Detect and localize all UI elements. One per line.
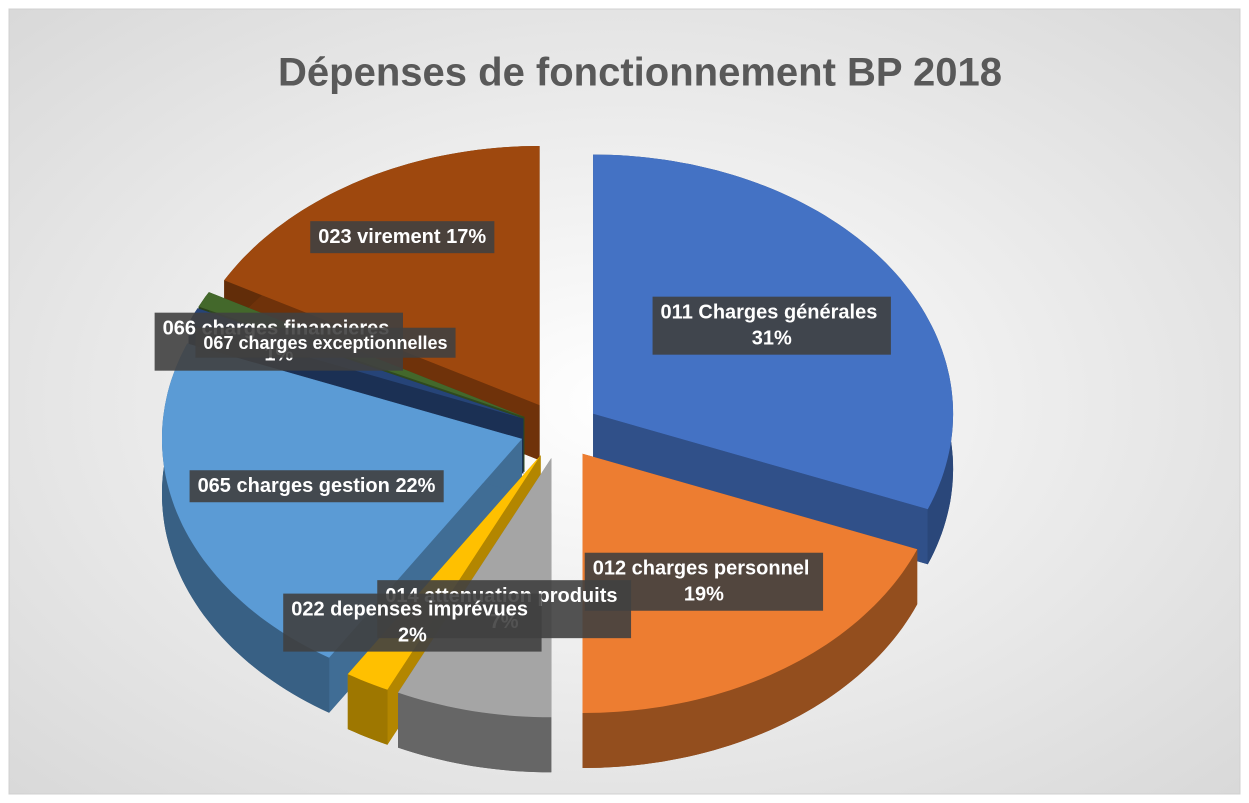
- data-label: 011 Charges générales 31%: [652, 296, 891, 355]
- label-box: [283, 593, 542, 652]
- label-box: [189, 470, 444, 503]
- slice-top: [224, 146, 540, 406]
- category-label: 023 virement: [318, 226, 441, 248]
- data-label: 065 charges gestion 22%: [189, 470, 444, 503]
- label-text: 012 charges personnel 19%: [593, 558, 815, 606]
- value-label: 22%: [395, 475, 435, 497]
- value-label: 19%: [684, 584, 724, 606]
- category-label: 065 charges gestion: [198, 475, 390, 497]
- data-label: 022 depenses imprévues 2%: [283, 593, 542, 652]
- data-label: 067 charges exceptionnelles: [195, 327, 456, 358]
- slice-side: [347, 674, 388, 745]
- category-label: 011 Charges générales: [661, 302, 878, 324]
- slice-side: [398, 692, 552, 773]
- data-label: 023 virement 17%: [310, 221, 495, 254]
- slice-edge: [593, 413, 928, 565]
- label-box: [310, 221, 495, 254]
- label-text: 023 virement 17%: [318, 226, 486, 248]
- label-text: 011 Charges générales 31%: [661, 302, 883, 350]
- label-text: 022 depenses imprévues 2%: [291, 599, 533, 647]
- label-box: [195, 327, 456, 358]
- label-text: 065 charges gestion 22%: [198, 475, 436, 497]
- category-label: 012 charges personnel: [593, 558, 810, 580]
- value-label: 31%: [752, 328, 792, 350]
- category-label: 067 charges exceptionnelles: [203, 333, 447, 353]
- chart-title: Dépenses de fonctionnement BP 2018: [278, 51, 1002, 95]
- label-text: 067 charges exceptionnelles: [203, 333, 447, 353]
- value-label: 2%: [398, 625, 427, 647]
- value-label: 17%: [446, 226, 486, 248]
- label-box: [652, 296, 891, 355]
- category-label: 022 depenses imprévues: [291, 599, 528, 621]
- slice-side: [582, 549, 918, 768]
